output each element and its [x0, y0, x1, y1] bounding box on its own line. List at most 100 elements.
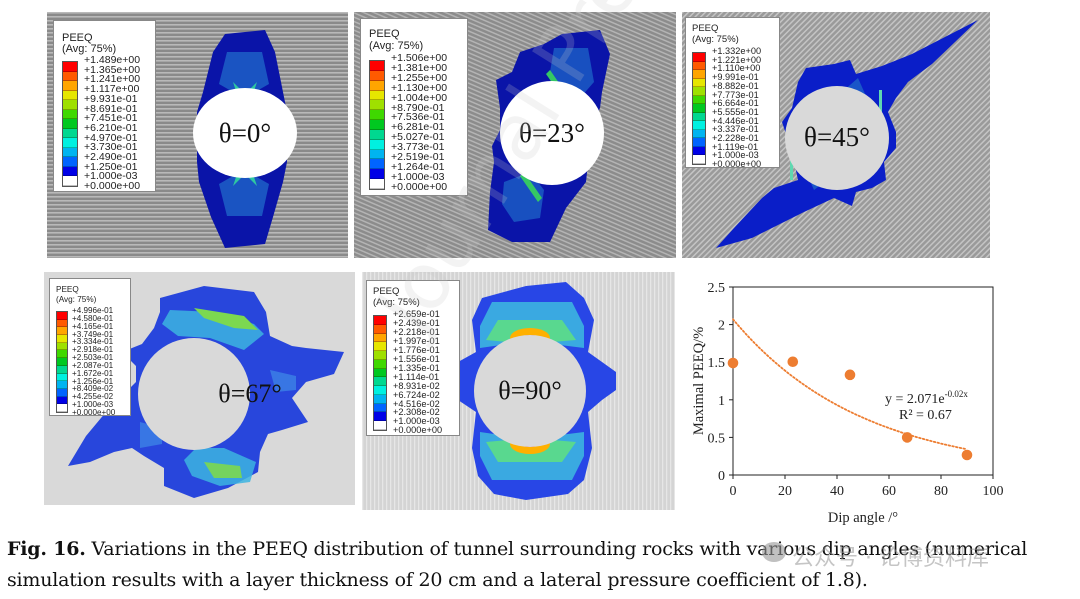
legend-value: +0.000e+00: [393, 425, 443, 436]
x-tick-label: 100: [983, 484, 1004, 499]
legend-title: PEEQ: [692, 23, 719, 34]
legend-color-swatch: [57, 312, 67, 320]
legend-color-swatch: [374, 421, 386, 430]
legend-value: +1.000e-03: [391, 170, 445, 183]
legend-color-swatch: [374, 342, 386, 352]
legend-color-bar: [369, 60, 385, 190]
legend-color-swatch: [374, 394, 386, 404]
legend-value: +1.672e-01: [72, 368, 114, 378]
legend-value: +1.117e+00: [84, 83, 140, 96]
angle-label: θ=67°: [218, 379, 282, 408]
legend-color-swatch: [57, 327, 67, 336]
legend-value: +3.749e-01: [72, 329, 114, 339]
legend-color-swatch: [374, 316, 386, 325]
legend-value: +1.332e+00: [712, 46, 762, 56]
peeq-vs-dip-chart: 0 0.5 1 1.5 2 2.5 0 20 40 60 80 100 y = 2.071e-0.0…: [691, 281, 1004, 526]
legend-value: +2.503e-01: [72, 353, 114, 363]
legend-value: +2.087e-01: [72, 360, 114, 370]
legend-theta-0: PEEQ (Avg: 75%) +1.489e+00 +1.365e+00 +1.2…: [53, 20, 156, 192]
legend-value: +3.773e-01: [391, 141, 445, 154]
legend-color-swatch: [63, 62, 77, 72]
legend-value: +7.773e-01: [712, 89, 759, 100]
y-tick-label: 0.5: [708, 431, 726, 446]
legend-value: +4.996e-01: [72, 306, 114, 315]
legend-value: +1.000e-03: [72, 400, 114, 410]
legend-color-swatch: [57, 373, 67, 382]
legend-color-swatch: [370, 129, 384, 140]
x-axis-label: Dip angle /°: [828, 510, 898, 526]
legend-value: +0.000e+00: [712, 159, 762, 170]
x-tick-label: 20: [778, 484, 792, 499]
legend-value: +1.365e+00: [84, 63, 141, 76]
legend-color-swatch: [374, 412, 386, 422]
legend-color-swatch: [57, 342, 67, 351]
legend-title: PEEQ: [369, 28, 400, 40]
legend-subtitle: (Avg: 75%): [56, 295, 97, 304]
legend-color-swatch: [57, 381, 67, 389]
legend-value: +0.000e+00: [72, 407, 116, 417]
legend-theta-45: PEEQ (Avg: 75%) +1.332e+00 +1.221e+00 +1.1…: [685, 17, 780, 170]
y-tick-label: 2: [718, 319, 725, 334]
legend-value: +6.724e-02: [393, 389, 440, 400]
panel-theta-45: PEEQ (Avg: 75%) +1.332e+00 +1.221e+00 +1.1…: [682, 12, 990, 258]
legend-value: +9.991e-01: [712, 72, 759, 83]
legend-color-swatch: [374, 351, 386, 360]
legend-value: +8.790e-01: [391, 101, 445, 114]
legend-value: +1.381e+00: [391, 61, 448, 74]
wechat-account-name: 公众号 · 论博资料库: [792, 546, 989, 571]
legend-color-swatch: [63, 138, 77, 148]
legend-color-swatch: [370, 169, 384, 180]
legend-value: +2.218e-01: [393, 326, 440, 337]
x-tick-label: 60: [882, 484, 896, 499]
legend-value: +2.439e-01: [393, 317, 440, 328]
legend-color-swatch: [370, 159, 384, 170]
legend-value: +1.000e-03: [393, 416, 440, 427]
legend-value: +7.451e-01: [84, 112, 138, 125]
simulation-contour-theta-0: [47, 12, 348, 258]
legend-values: +2.659e-01 +2.439e-01 +2.218e-01 +1.997e-01…: [393, 309, 443, 436]
trendline: [732, 318, 968, 451]
legend-theta-23: PEEQ (Avg: 75%) +1.506e+00 +1.381e+00 +1.2…: [360, 18, 468, 196]
legend-color-swatch: [370, 70, 384, 81]
legend-color-swatch: [63, 71, 77, 82]
legend-color-swatch: [693, 112, 705, 122]
legend-color-swatch: [693, 104, 705, 113]
legend-value: +1.110e+00: [712, 63, 761, 74]
legend-color-bar: [62, 61, 78, 187]
legend-color-swatch: [374, 368, 386, 378]
legend-value: +3.334e-01: [72, 337, 114, 347]
legend-subtitle: (Avg: 75%): [62, 43, 117, 55]
legend-theta-90: PEEQ (Avg: 75%) +2.659e-01 +2.439e-01 +2.2…: [366, 280, 460, 436]
legend-color-swatch: [63, 90, 77, 101]
legend-color-swatch: [370, 90, 384, 101]
legend-value: +8.409e-02: [72, 384, 114, 394]
legend-value: +5.027e-01: [391, 131, 445, 144]
legend-color-bar: [692, 52, 706, 165]
legend-color-swatch: [370, 120, 384, 130]
panel-theta-23: PEEQ (Avg: 75%) +1.506e+00 +1.381e+00 +1.2…: [354, 12, 676, 258]
legend-color-swatch: [63, 157, 77, 167]
legend-color-swatch: [374, 386, 386, 395]
angle-label: θ=45°: [804, 122, 870, 152]
legend-color-swatch: [57, 388, 67, 397]
legend-value: +1.776e-01: [393, 344, 440, 355]
legend-color-swatch: [57, 319, 67, 328]
legend-color-swatch: [693, 129, 705, 139]
legend-value: +4.165e-01: [72, 321, 114, 331]
x-tick-label: 0: [730, 484, 737, 499]
x-tick-label: 40: [830, 484, 844, 499]
legend-color-swatch: [63, 100, 77, 110]
legend-color-swatch: [693, 146, 705, 156]
legend-color-swatch: [63, 128, 77, 139]
legend-color-swatch: [57, 404, 67, 412]
legend-value: +1.255e+00: [391, 71, 448, 84]
legend-color-swatch: [63, 176, 77, 186]
legend-value: +2.918e-01: [72, 345, 114, 355]
y-axis-label: Maximal PEEQ/%: [691, 327, 707, 435]
legend-color-swatch: [693, 70, 705, 79]
legend-value: +6.281e-01: [391, 121, 445, 134]
legend-color-swatch: [370, 110, 384, 121]
legend-color-swatch: [374, 359, 386, 369]
legend-value: +2.228e-01: [712, 133, 759, 144]
legend-subtitle: (Avg: 75%): [373, 297, 420, 308]
